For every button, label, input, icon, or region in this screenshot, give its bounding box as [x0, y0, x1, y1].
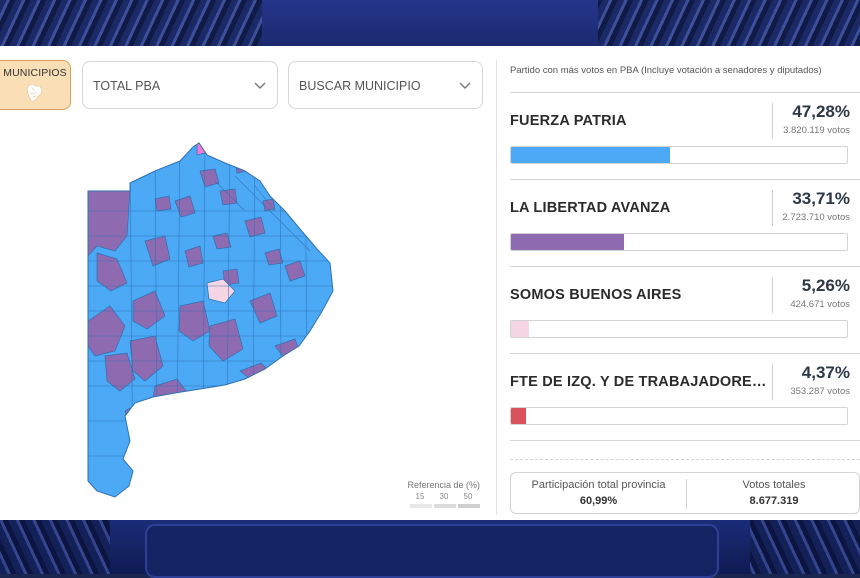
party-percentage: 33,71% — [792, 189, 850, 208]
party-percentage: 4,37% — [801, 363, 850, 382]
municipios-label: MUNICIPIOS — [3, 67, 67, 79]
map-legend: Referencia de (%) 15 30 50 — [400, 480, 480, 508]
results-subtitle: Partido con más votos en PBA (Incluye vo… — [510, 65, 822, 76]
region-select-value: TOTAL PBA — [93, 79, 161, 93]
party-votes: 353.287 votos — [790, 386, 850, 397]
party-name: LA LIBERTAD AVANZA — [510, 200, 671, 216]
participation-stat: Participación total provincia 60,99% — [511, 473, 686, 513]
background-top — [0, 0, 860, 46]
party-progress-bar — [510, 320, 848, 338]
province-map-icon — [26, 83, 43, 103]
participation-value: 60,99% — [579, 495, 618, 507]
legend-swatch — [458, 504, 480, 508]
legend-swatch — [410, 504, 432, 508]
total-votes-stat: Votos totales 8.677.319 — [687, 473, 860, 513]
summary-box: Participación total provincia 60,99% Vot… — [510, 472, 860, 514]
background-bottom — [0, 520, 860, 578]
chevron-down-icon — [254, 82, 266, 89]
party-name: FUERZA PATRIA — [510, 113, 627, 129]
municipio-search-placeholder: BUSCAR MUNICIPIO — [299, 79, 421, 93]
legend-swatch — [434, 504, 456, 508]
party-row-fuerza-patria[interactable]: FUERZA PATRIA 47,28% 3.820.119 votos — [510, 93, 860, 179]
party-percentage: 47,28% — [792, 102, 850, 121]
participation-label: Participación total provincia — [531, 479, 666, 491]
party-progress-bar — [510, 146, 848, 164]
divider — [510, 266, 860, 267]
chevron-down-icon — [459, 82, 471, 89]
legend-tick: 15 — [415, 492, 425, 501]
municipio-search-select[interactable]: BUSCAR MUNICIPIO — [288, 61, 483, 109]
party-name: SOMOS BUENOS AIRES — [510, 287, 682, 303]
party-row-fte-izquierda[interactable]: FTE DE IZQ. Y DE TRABAJADORE… 4,37% 353.… — [510, 354, 860, 440]
party-votes: 2.723.710 votos — [782, 212, 850, 223]
party-row-la-libertad-avanza[interactable]: LA LIBERTAD AVANZA 33,71% 2.723.710 voto… — [510, 180, 860, 266]
party-progress-bar — [510, 233, 848, 251]
divider — [510, 440, 860, 441]
divider — [510, 179, 860, 180]
party-progress-bar — [510, 407, 848, 425]
total-votes-label: Votos totales — [742, 479, 806, 491]
panel-divider — [496, 60, 497, 515]
legend-tick: 30 — [439, 492, 449, 501]
region-select[interactable]: TOTAL PBA — [82, 61, 278, 109]
municipios-button[interactable]: MUNICIPIOS — [0, 60, 71, 110]
province-map[interactable] — [85, 141, 335, 501]
results-card: MUNICIPIOS TOTAL PBA BUSCAR MUNICIPIO — [0, 46, 860, 520]
legend-title: Referencia de (%) — [407, 480, 480, 490]
total-votes-value: 8.677.319 — [749, 495, 799, 507]
divider — [510, 459, 860, 460]
party-votes: 424.671 votos — [790, 299, 850, 310]
party-percentage: 5,26% — [801, 276, 850, 295]
divider — [510, 353, 860, 354]
party-votes: 3.820.119 votos — [783, 125, 850, 136]
map-municipalities — [88, 143, 333, 497]
party-name: FTE DE IZQ. Y DE TRABAJADORE… — [510, 374, 767, 390]
legend-tick: 50 — [463, 492, 473, 501]
divider — [510, 92, 860, 93]
party-row-somos-buenos-aires[interactable]: SOMOS BUENOS AIRES 5,26% 424.671 votos — [510, 267, 860, 353]
